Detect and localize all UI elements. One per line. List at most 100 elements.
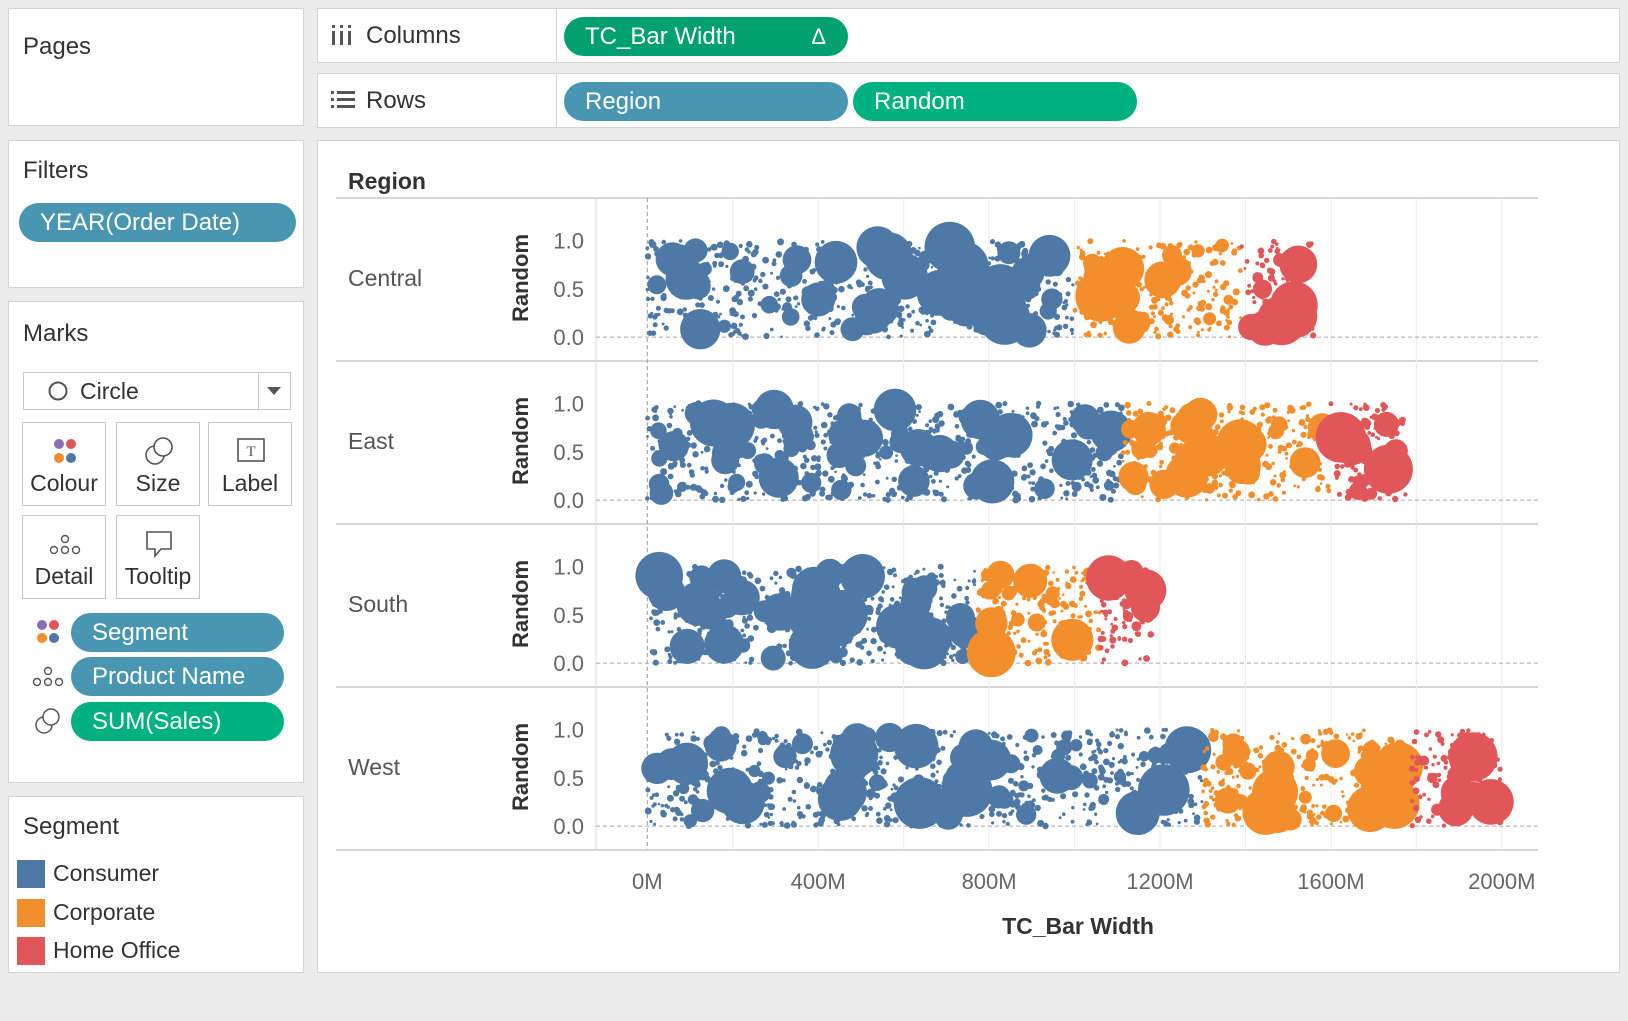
data-point-consumer[interactable] [945,605,950,609]
data-point-corporate[interactable] [1223,280,1230,287]
data-point-corporate[interactable] [1000,600,1007,607]
data-point-consumer[interactable] [667,652,672,657]
data-point-consumer[interactable] [664,803,669,808]
data-point-consumer[interactable] [1108,470,1116,478]
data-point-corporate[interactable] [1230,242,1234,245]
data-point-consumer[interactable] [758,278,763,284]
data-point-home-office[interactable] [1267,303,1277,314]
data-point-corporate[interactable] [1192,281,1199,288]
data-point-consumer[interactable] [1097,406,1104,414]
data-point-corporate[interactable] [1125,449,1131,455]
data-point-consumer[interactable] [1034,804,1041,812]
data-point-consumer[interactable] [941,496,947,503]
data-point-consumer[interactable] [1028,481,1032,485]
data-point-home-office[interactable] [1424,732,1429,738]
data-point-corporate[interactable] [1035,657,1043,665]
data-point-consumer[interactable] [897,776,905,783]
data-point-corporate[interactable] [1342,815,1350,823]
data-point-corporate[interactable] [1231,822,1236,828]
data-point-corporate[interactable] [1193,317,1201,325]
data-point-consumer[interactable] [1011,409,1015,413]
data-point-corporate[interactable] [1169,301,1174,306]
data-point-corporate[interactable] [1027,613,1046,632]
data-point-home-office[interactable] [1309,241,1314,246]
data-point-consumer[interactable] [966,462,972,468]
data-point-consumer[interactable] [1054,331,1060,338]
data-point-consumer[interactable] [925,423,930,428]
data-point-consumer[interactable] [824,470,827,474]
data-point-consumer[interactable] [813,315,818,321]
data-point-consumer[interactable] [814,240,858,284]
data-point-consumer[interactable] [644,807,652,815]
data-point-consumer[interactable] [782,807,787,811]
data-point-consumer[interactable] [744,490,750,496]
data-point-home-office[interactable] [1399,417,1402,420]
data-point-consumer[interactable] [1070,432,1078,439]
data-point-home-office[interactable] [1101,657,1107,662]
data-point-corporate[interactable] [1341,790,1344,794]
data-point-consumer[interactable] [880,768,887,775]
data-point-corporate[interactable] [1229,481,1236,489]
data-point-corporate[interactable] [1214,424,1221,430]
data-point-home-office[interactable] [1246,289,1250,293]
data-point-consumer[interactable] [791,789,797,795]
data-point-consumer[interactable] [1018,780,1030,792]
data-point-corporate[interactable] [1306,401,1312,407]
data-point-consumer[interactable] [690,442,697,449]
data-point-consumer[interactable] [653,822,656,826]
data-point-consumer[interactable] [1091,472,1098,479]
data-point-consumer[interactable] [673,738,681,745]
data-point-home-office[interactable] [1414,759,1420,766]
data-point-consumer[interactable] [1107,496,1114,503]
data-point-corporate[interactable] [1035,632,1039,636]
data-point-consumer[interactable] [651,804,655,808]
data-point-consumer[interactable] [661,239,667,245]
data-point-corporate[interactable] [1326,488,1332,494]
data-point-corporate[interactable] [1045,586,1060,601]
data-point-consumer[interactable] [1121,791,1156,826]
data-point-home-office[interactable] [1347,478,1351,482]
data-point-home-office[interactable] [1110,644,1115,649]
data-point-consumer[interactable] [689,565,714,590]
data-point-consumer[interactable] [1021,465,1028,472]
data-point-consumer[interactable] [679,462,686,468]
data-point-consumer[interactable] [722,285,730,293]
data-point-corporate[interactable] [1223,309,1230,316]
data-point-consumer[interactable] [754,474,759,480]
data-point-corporate[interactable] [1135,247,1140,251]
data-point-consumer[interactable] [657,802,661,806]
data-point-consumer[interactable] [651,450,668,467]
data-point-consumer[interactable] [793,419,806,432]
data-point-home-office[interactable] [1409,823,1415,829]
data-point-home-office[interactable] [1244,259,1250,264]
data-point-consumer[interactable] [1103,402,1110,408]
data-point-home-office[interactable] [1381,407,1386,412]
data-point-consumer[interactable] [752,248,759,256]
data-point-consumer[interactable] [679,732,684,737]
data-point-consumer[interactable] [783,441,800,457]
data-point-corporate[interactable] [1197,300,1204,307]
data-point-consumer[interactable] [1013,781,1019,787]
data-point-consumer[interactable] [762,437,768,443]
data-point-home-office[interactable] [1497,777,1503,782]
data-point-home-office[interactable] [1252,272,1264,283]
columns-pill-tc-bar-width[interactable]: TC_Bar Width Δ [564,17,848,56]
data-point-consumer[interactable] [1107,740,1113,747]
data-point-corporate[interactable] [1061,593,1065,596]
data-point-corporate[interactable] [1150,311,1155,316]
data-point-home-office[interactable] [1441,808,1452,819]
data-point-home-office[interactable] [1400,421,1405,427]
data-point-consumer[interactable] [994,733,1000,739]
data-point-consumer[interactable] [817,469,821,473]
data-point-corporate[interactable] [1203,810,1208,816]
data-point-consumer[interactable] [1014,492,1021,500]
data-point-corporate[interactable] [1155,415,1168,427]
data-point-corporate[interactable] [1210,786,1215,790]
data-point-corporate[interactable] [1306,809,1313,816]
data-point-corporate[interactable] [1048,580,1054,587]
data-point-corporate[interactable] [1204,821,1211,828]
data-point-consumer[interactable] [961,467,968,474]
data-point-consumer[interactable] [737,331,742,336]
data-point-consumer[interactable] [1110,771,1114,775]
data-point-corporate[interactable] [1079,590,1086,597]
